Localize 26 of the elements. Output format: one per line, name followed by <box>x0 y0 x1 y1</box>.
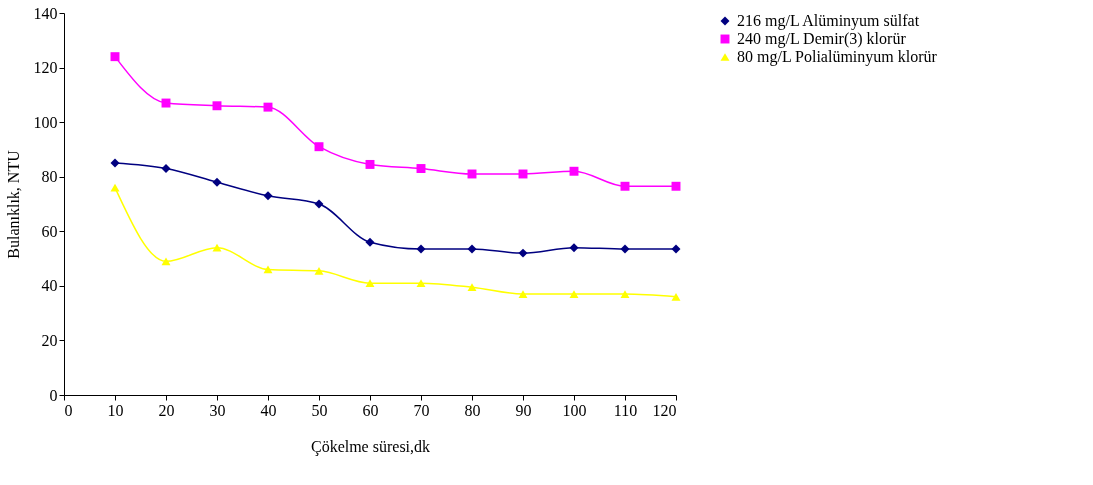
x-tick-label: 60 <box>362 401 379 419</box>
y-tick-label: 100 <box>33 113 58 131</box>
y-tick-label: 140 <box>33 4 58 22</box>
x-tick-label: 90 <box>515 401 532 419</box>
legend-label: 240 mg/L Demir(3) klorür <box>737 30 907 48</box>
x-tick-label: 0 <box>64 401 73 419</box>
legend-label: 216 mg/L Alüminyum sülfat <box>737 12 920 30</box>
y-tick-label: 80 <box>41 168 58 186</box>
y-tick-label: 0 <box>49 386 58 404</box>
x-tick-label: 110 <box>613 401 638 419</box>
x-tick-label: 80 <box>464 401 481 419</box>
y-tick-label: 60 <box>41 222 58 240</box>
legend-label: 80 mg/L Polialüminyum klorür <box>737 48 938 66</box>
y-tick-label: 20 <box>41 331 58 349</box>
x-tick-label: 100 <box>562 401 587 419</box>
x-tick-label: 50 <box>311 401 328 419</box>
y-tick-label: 40 <box>41 277 58 295</box>
x-tick-label: 70 <box>413 401 430 419</box>
x-tick-label: 30 <box>209 401 226 419</box>
x-tick-label: 20 <box>158 401 175 419</box>
y-tick-label: 120 <box>33 59 58 77</box>
x-axis-title: Çökelme süresi,dk <box>310 437 431 456</box>
x-tick-label: 10 <box>107 401 124 419</box>
x-tick-label: 120 <box>652 401 677 419</box>
y-axis-title: Bulanıklık, NTU <box>4 149 22 259</box>
x-tick-label: 40 <box>260 401 277 419</box>
